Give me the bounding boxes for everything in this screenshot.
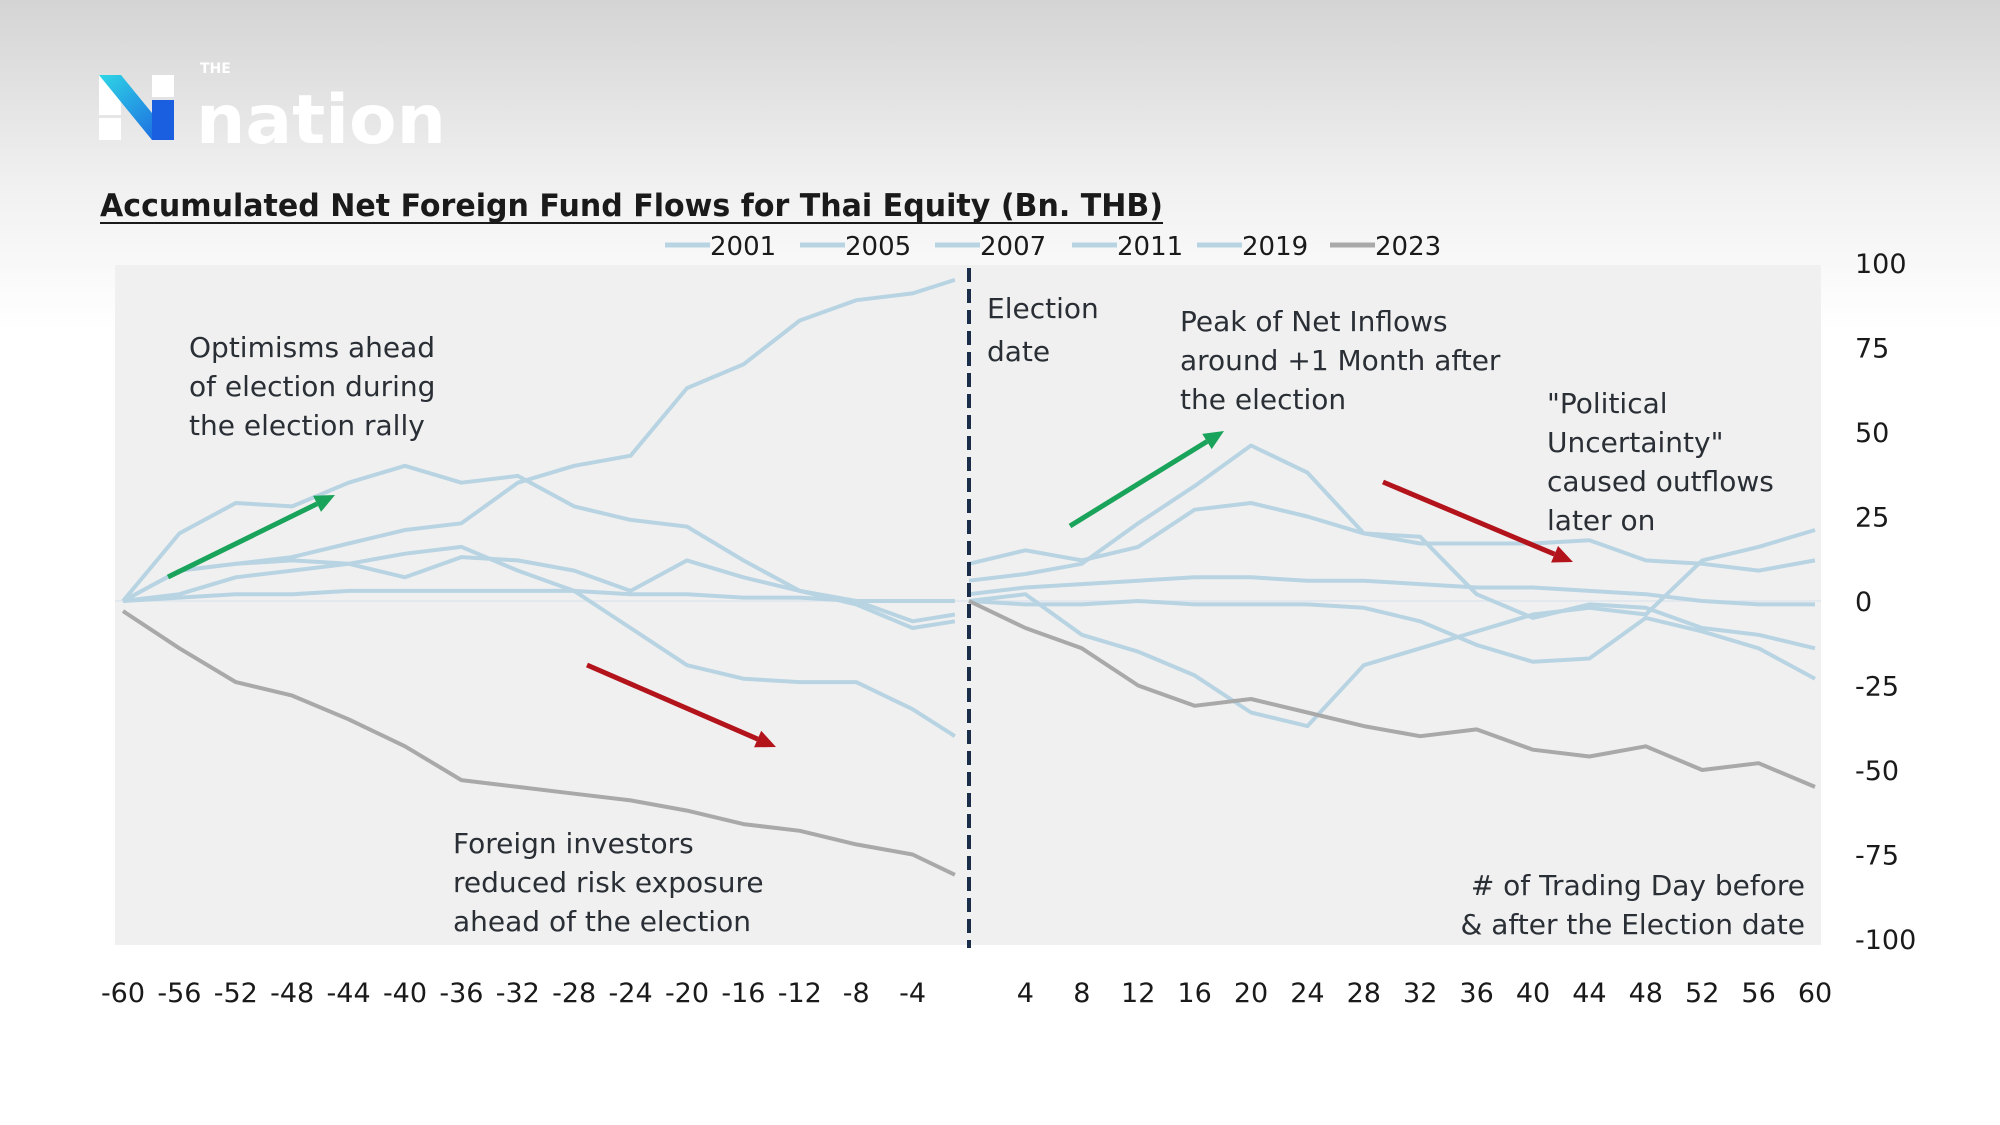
annotation-line: Foreign investors <box>453 827 694 860</box>
x-tick-label: -60 <box>101 978 145 1009</box>
x-tick-label: 20 <box>1234 978 1268 1009</box>
x-tick-label: 56 <box>1741 978 1775 1009</box>
y-tick-label: 100 <box>1855 249 1907 280</box>
annotation-line: "Political <box>1547 387 1668 420</box>
x-axis: -60 -56 -52 -48 -44 -40 -36 -32 -28 -24 -20 -16 -12-… <box>101 978 1832 1009</box>
up-arrow-after-icon-head <box>1202 431 1224 450</box>
y-tick-label: 25 <box>1855 503 1889 534</box>
legend-label-2019: 2019 <box>1242 232 1308 262</box>
x-tick-label: -32 <box>496 978 540 1009</box>
series-line-2007-before <box>122 544 956 738</box>
annotation-pre_rally: Optimisms ahead of election during the ele… <box>189 331 435 442</box>
annotation-election: Election date <box>987 292 1099 368</box>
x-tick-label: -12 <box>778 978 822 1009</box>
series-line-2023-before <box>121 609 956 877</box>
x-tick-label: 16 <box>1177 978 1211 1009</box>
annotation-line: Election <box>987 292 1099 325</box>
x-tick-label: 8 <box>1073 978 1090 1009</box>
annotation-post_peak: Peak of Net Inflows around +1 Month after… <box>1180 305 1501 416</box>
legend-label-2005: 2005 <box>845 232 911 262</box>
y-tick-label: -50 <box>1855 756 1899 787</box>
x-tick-label: 24 <box>1290 978 1324 1009</box>
x-tick-label: 52 <box>1685 978 1719 1009</box>
x-tick-label: -48 <box>270 978 314 1009</box>
legend-label-2011: 2011 <box>1117 232 1183 262</box>
down-arrow-after-icon-head <box>1551 545 1573 563</box>
y-tick-label: 0 <box>1855 587 1872 618</box>
series-line-2023-after <box>968 599 1816 789</box>
series-line-2019-before <box>122 588 955 603</box>
annotation-axis_note: # of Trading Day before & after the Elect… <box>1461 869 1806 941</box>
annotation-line: the election <box>1180 383 1346 416</box>
y-axis: 100 75 50 25 0 -25 -50 -75 -100 <box>1855 249 1916 956</box>
x-tick-label: 36 <box>1459 978 1493 1009</box>
legend-label-2001: 2001 <box>710 232 776 262</box>
series-line-2001-after <box>968 443 1816 583</box>
series-line-2011-after <box>968 575 1815 607</box>
x-tick-label: -52 <box>214 978 258 1009</box>
annotation-line: caused outflows <box>1547 465 1774 498</box>
annotation-line: Optimisms ahead <box>189 331 435 364</box>
legend-label-2007: 2007 <box>980 232 1046 262</box>
y-tick-label: -100 <box>1855 925 1916 956</box>
x-tick-label: -36 <box>439 978 483 1009</box>
x-tick-label: 28 <box>1347 978 1381 1009</box>
annotation-line: # of Trading Day before <box>1471 869 1805 902</box>
annotation-line: of election during <box>189 370 435 403</box>
annotation-line: & after the Election date <box>1461 908 1806 941</box>
series-line-2007-after <box>968 528 1816 729</box>
y-tick-label: -25 <box>1855 672 1899 703</box>
annotation-line: Uncertainty" <box>1547 426 1723 459</box>
x-tick-label: 32 <box>1403 978 1437 1009</box>
y-tick-label: 50 <box>1855 418 1889 449</box>
x-tick-label: -4 <box>899 978 926 1009</box>
annotation-line: date <box>987 335 1050 368</box>
x-tick-label: 12 <box>1121 978 1155 1009</box>
the-nation-logo: THE nation <box>99 61 446 160</box>
chart-title: Accumulated Net Foreign Fund Flows for T… <box>100 188 1163 224</box>
annotations: Optimisms ahead of election during the ele… <box>189 292 1805 941</box>
logo-the: THE <box>200 61 231 77</box>
x-tick-label: 48 <box>1629 978 1663 1009</box>
series-lines <box>121 277 1816 877</box>
series-line-2005-after <box>968 501 1816 651</box>
x-tick-label: -20 <box>665 978 709 1009</box>
annotation-post_outflow: "Political Uncertainty" caused outflows lat… <box>1547 387 1774 537</box>
x-tick-label: 44 <box>1572 978 1606 1009</box>
x-tick-label: -16 <box>721 978 765 1009</box>
x-tick-label: 4 <box>1017 978 1034 1009</box>
up-arrow-before-icon-shaft <box>166 501 319 580</box>
annotation-pre_outflow: Foreign investors reduced risk exposure ah… <box>453 827 764 938</box>
x-tick-label: -40 <box>383 978 427 1009</box>
down-arrow-after-icon-shaft <box>1382 479 1556 557</box>
series-line-2019-after <box>968 599 1816 681</box>
x-tick-label: -28 <box>552 978 596 1009</box>
annotation-line: ahead of the election <box>453 905 751 938</box>
annotation-line: Peak of Net Inflows <box>1180 305 1448 338</box>
x-tick-label: -44 <box>327 978 371 1009</box>
x-tick-label: 40 <box>1516 978 1550 1009</box>
up-arrow-before-icon-head <box>313 495 335 512</box>
x-tick-label: -24 <box>609 978 653 1009</box>
x-tick-label: 60 <box>1798 978 1832 1009</box>
arrows <box>166 431 1573 748</box>
legend-label-2023: 2023 <box>1375 232 1441 262</box>
down-arrow-before-icon-head <box>754 730 776 748</box>
x-tick-label: -8 <box>843 978 870 1009</box>
legend: 2001 2005 2007 2011 2019 2023 <box>665 232 1441 262</box>
annotation-line: around +1 Month after <box>1180 344 1501 377</box>
annotation-line: later on <box>1547 504 1655 537</box>
down-arrow-before-icon-shaft <box>586 662 759 742</box>
y-tick-label: -75 <box>1855 841 1899 872</box>
annotation-line: reduced risk exposure <box>453 866 764 899</box>
up-arrow-after-icon-shaft <box>1068 439 1209 529</box>
annotation-line: the election rally <box>189 409 425 442</box>
logo-nation: nation <box>196 81 446 160</box>
y-tick-label: 75 <box>1855 334 1889 365</box>
x-tick-label: -56 <box>157 978 201 1009</box>
